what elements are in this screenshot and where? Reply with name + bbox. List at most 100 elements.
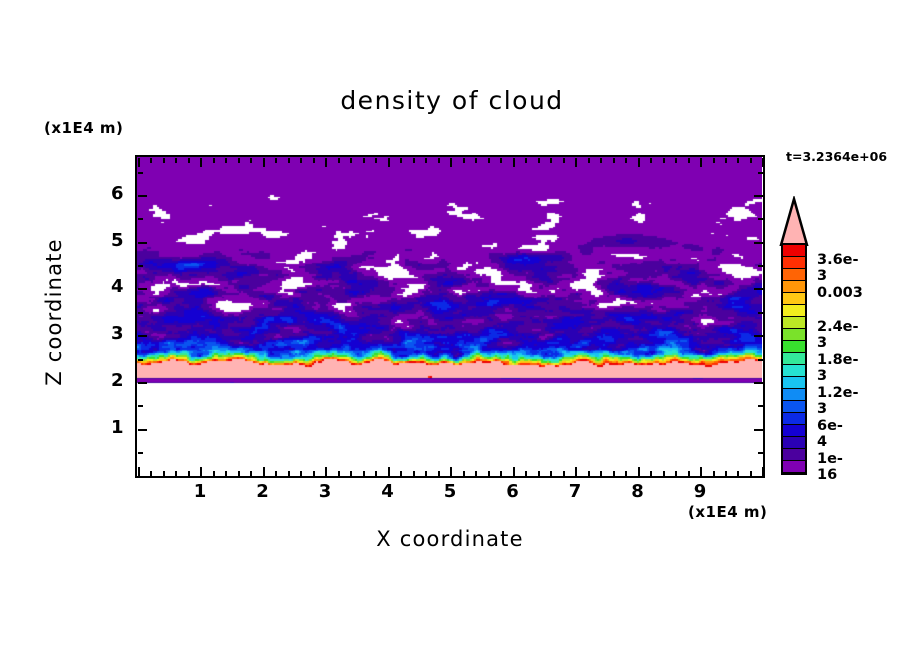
tick-mark bbox=[288, 157, 290, 163]
colorbar-gradient bbox=[781, 243, 807, 475]
tick-mark bbox=[513, 157, 515, 167]
tick-mark bbox=[188, 157, 190, 163]
colorbar-band bbox=[783, 437, 805, 449]
y-tick-label: 5 bbox=[110, 229, 124, 251]
colorbar-tick-label: 0.003 bbox=[817, 285, 863, 302]
x-tick-label: 1 bbox=[193, 481, 207, 502]
tick-mark bbox=[713, 157, 715, 163]
tick-mark bbox=[137, 242, 147, 244]
colorbar-band bbox=[783, 329, 805, 341]
tick-mark bbox=[463, 470, 465, 476]
tick-mark bbox=[588, 470, 590, 476]
tick-mark bbox=[550, 470, 552, 476]
tick-mark bbox=[753, 429, 763, 431]
y-tick-label: 3 bbox=[110, 323, 124, 345]
tick-mark bbox=[275, 470, 277, 476]
colorbar-band bbox=[783, 341, 805, 353]
density-field-canvas bbox=[137, 157, 762, 475]
colorbar-extend-arrow-icon bbox=[779, 196, 809, 246]
tick-mark bbox=[737, 470, 739, 476]
tick-mark bbox=[250, 470, 252, 476]
tick-mark bbox=[137, 429, 147, 431]
tick-mark bbox=[238, 470, 240, 476]
tick-mark bbox=[750, 157, 752, 163]
tick-mark bbox=[663, 157, 665, 163]
tick-mark bbox=[300, 157, 302, 163]
tick-mark bbox=[613, 470, 615, 476]
tick-mark bbox=[600, 157, 602, 163]
x-tick-label: 3 bbox=[318, 481, 332, 502]
colorbar-band bbox=[783, 281, 805, 293]
tick-mark bbox=[275, 157, 277, 163]
colorbar-tick-label: 1.8e-3 bbox=[817, 351, 859, 384]
colorbar-tick-label: 3.6e-3 bbox=[817, 252, 859, 285]
tick-mark bbox=[137, 288, 147, 290]
x-tick-label: 4 bbox=[381, 481, 394, 502]
tick-mark bbox=[753, 476, 763, 478]
tick-mark bbox=[488, 157, 490, 163]
tick-mark bbox=[688, 470, 690, 476]
colorbar-band bbox=[783, 425, 805, 437]
tick-mark bbox=[450, 466, 452, 476]
tick-mark bbox=[163, 157, 165, 163]
tick-mark bbox=[563, 470, 565, 476]
tick-mark bbox=[753, 242, 763, 244]
y-tick-label: 1 bbox=[110, 416, 124, 438]
tick-mark bbox=[413, 470, 415, 476]
tick-mark bbox=[137, 452, 143, 454]
y-tick-label: 4 bbox=[110, 276, 124, 298]
tick-mark bbox=[757, 218, 763, 220]
tick-mark bbox=[650, 157, 652, 163]
colorbar-band bbox=[783, 365, 805, 377]
colorbar-band bbox=[783, 293, 805, 305]
tick-mark bbox=[388, 157, 390, 167]
tick-mark bbox=[538, 157, 540, 163]
tick-mark bbox=[525, 470, 527, 476]
tick-mark bbox=[150, 157, 152, 163]
tick-mark bbox=[700, 466, 702, 476]
tick-mark bbox=[757, 452, 763, 454]
tick-mark bbox=[350, 157, 352, 163]
tick-mark bbox=[438, 157, 440, 163]
tick-mark bbox=[675, 470, 677, 476]
tick-mark bbox=[400, 157, 402, 163]
tick-mark bbox=[588, 157, 590, 163]
x-tick-label: 6 bbox=[506, 481, 519, 502]
x-tick-label: 8 bbox=[631, 481, 644, 502]
tick-mark bbox=[250, 157, 252, 163]
tick-mark bbox=[600, 470, 602, 476]
tick-mark bbox=[663, 470, 665, 476]
tick-mark bbox=[313, 157, 315, 163]
tick-mark bbox=[225, 157, 227, 163]
tick-mark bbox=[550, 157, 552, 163]
colorbar-band bbox=[783, 461, 805, 473]
tick-mark bbox=[538, 470, 540, 476]
colorbar-band bbox=[783, 377, 805, 389]
tick-mark bbox=[613, 157, 615, 163]
x-axis-unit-label: (x1E4 m) bbox=[688, 503, 768, 521]
tick-mark bbox=[288, 470, 290, 476]
tick-mark bbox=[737, 157, 739, 163]
tick-mark bbox=[300, 470, 302, 476]
tick-mark bbox=[563, 157, 565, 163]
tick-mark bbox=[263, 466, 265, 476]
tick-mark bbox=[425, 157, 427, 163]
tick-mark bbox=[213, 470, 215, 476]
tick-mark bbox=[137, 312, 143, 314]
tick-mark bbox=[638, 157, 640, 167]
tick-mark bbox=[625, 157, 627, 163]
tick-mark bbox=[500, 470, 502, 476]
tick-mark bbox=[137, 405, 143, 407]
tick-mark bbox=[753, 335, 763, 337]
colorbar-band bbox=[783, 317, 805, 329]
colorbar-band bbox=[783, 305, 805, 317]
tick-mark bbox=[137, 265, 143, 267]
tick-mark bbox=[263, 157, 265, 167]
tick-mark bbox=[238, 157, 240, 163]
tick-mark bbox=[675, 157, 677, 163]
y-axis-unit-label: (x1E4 m) bbox=[44, 119, 124, 137]
tick-mark bbox=[625, 470, 627, 476]
tick-mark bbox=[725, 157, 727, 163]
tick-mark bbox=[375, 157, 377, 163]
x-tick-label: 2 bbox=[256, 481, 269, 502]
